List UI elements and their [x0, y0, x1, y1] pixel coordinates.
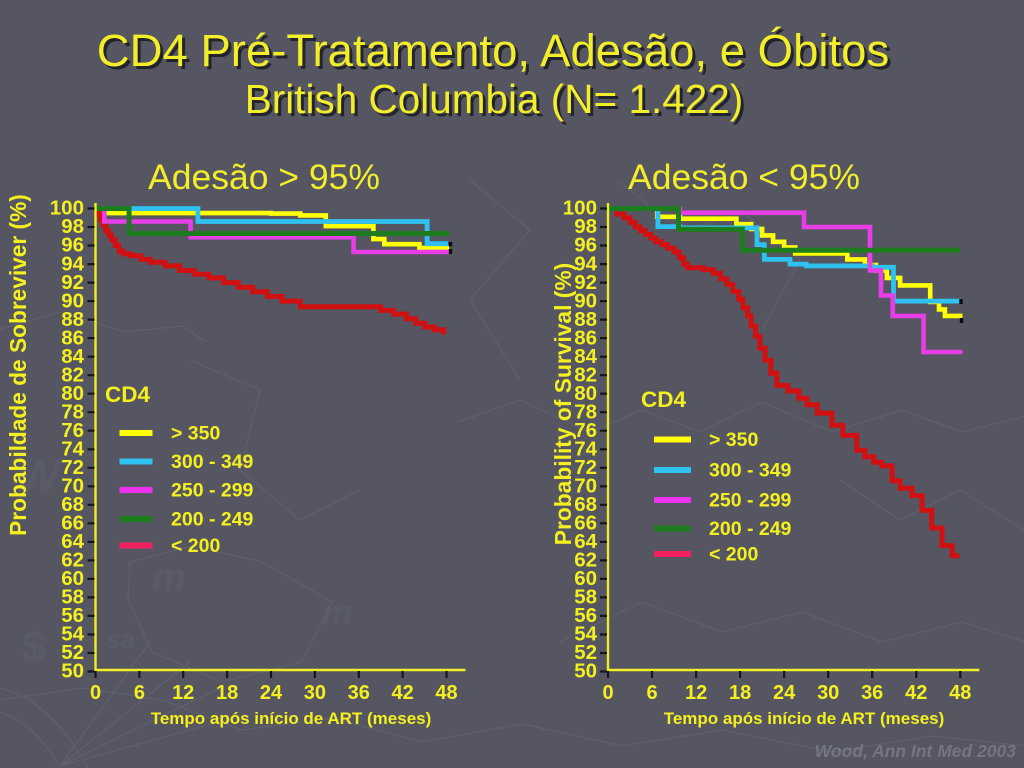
svg-text:0: 0 [90, 682, 101, 704]
svg-text:60: 60 [574, 567, 597, 590]
svg-text:50: 50 [61, 660, 84, 683]
svg-text:82: 82 [61, 363, 84, 386]
svg-text:200 - 249: 200 - 249 [709, 518, 792, 540]
svg-text:90: 90 [61, 289, 84, 312]
svg-text:52: 52 [61, 641, 84, 664]
svg-text:90: 90 [574, 289, 597, 312]
svg-text:Wood, Ann Int Med 2003: Wood, Ann Int Med 2003 [815, 741, 1017, 761]
svg-text:m: m [322, 594, 352, 632]
svg-text:$: $ [22, 623, 46, 672]
svg-text:52: 52 [574, 641, 597, 664]
svg-text:British Columbia (N= 1.422): British Columbia (N= 1.422) [248, 79, 747, 125]
svg-text:CD4 Pré-Tratamento, Adesão, e: CD4 Pré-Tratamento, Adesão, e Óbitos [100, 28, 892, 79]
svg-text:36: 36 [861, 682, 883, 704]
svg-text:76: 76 [574, 419, 597, 442]
svg-text:98: 98 [61, 215, 84, 238]
svg-text:24: 24 [260, 682, 283, 704]
svg-text:58: 58 [574, 586, 597, 609]
svg-text:CD4: CD4 [641, 387, 686, 412]
svg-text:30: 30 [304, 682, 326, 704]
svg-text:50: 50 [574, 660, 597, 683]
svg-text:64: 64 [574, 530, 597, 553]
svg-text:< 200: < 200 [171, 535, 220, 557]
svg-text:86: 86 [574, 326, 597, 349]
svg-text:12: 12 [172, 682, 194, 704]
svg-text:66: 66 [574, 512, 597, 535]
svg-text:18: 18 [729, 682, 751, 704]
svg-text:94: 94 [574, 252, 597, 275]
svg-text:82: 82 [574, 363, 597, 386]
svg-text:6: 6 [646, 682, 657, 704]
svg-text:72: 72 [61, 456, 84, 479]
svg-text:British Columbia (N= 1.422): British Columbia (N= 1.422) [245, 76, 744, 122]
svg-text:12: 12 [685, 682, 707, 704]
svg-text:80: 80 [574, 382, 597, 405]
svg-text:80: 80 [61, 382, 84, 405]
svg-text:86: 86 [61, 326, 84, 349]
svg-text:100: 100 [563, 197, 597, 220]
svg-text:70: 70 [574, 475, 597, 498]
svg-text:98: 98 [574, 215, 597, 238]
svg-text:< 200: < 200 [709, 544, 758, 566]
svg-text:Adesão > 95%: Adesão > 95% [148, 157, 380, 197]
svg-text:62: 62 [574, 549, 597, 572]
svg-text:sa: sa [106, 624, 135, 654]
svg-text:18: 18 [216, 682, 238, 704]
svg-text:Probabildade de Sobreviver (%): Probabildade de Sobreviver (%) [5, 194, 31, 536]
svg-text:250 - 299: 250 - 299 [171, 480, 254, 502]
svg-text:Probability of Survival (%): Probability of Survival (%) [550, 263, 576, 545]
svg-text:96: 96 [61, 234, 84, 257]
svg-text:42: 42 [391, 682, 413, 704]
svg-text:Tempo após início de ART (mese: Tempo após início de ART (meses) [151, 709, 432, 728]
svg-text:74: 74 [574, 438, 597, 461]
svg-text:92: 92 [574, 271, 597, 294]
svg-text:96: 96 [574, 234, 597, 257]
svg-text:64: 64 [61, 530, 84, 553]
svg-text:48: 48 [435, 682, 457, 704]
svg-text:94: 94 [61, 252, 84, 275]
svg-text:92: 92 [61, 271, 84, 294]
svg-text:48: 48 [949, 682, 971, 704]
svg-text:72: 72 [574, 456, 597, 479]
svg-text:42: 42 [905, 682, 927, 704]
svg-text:56: 56 [574, 604, 597, 627]
svg-text:78: 78 [574, 400, 597, 423]
svg-text:200 - 249: 200 - 249 [171, 509, 254, 531]
svg-text:Adesão < 95%: Adesão < 95% [628, 157, 860, 197]
svg-text:0: 0 [602, 682, 613, 704]
svg-text:68: 68 [574, 493, 597, 516]
svg-text:84: 84 [574, 345, 597, 368]
svg-text:66: 66 [61, 512, 84, 535]
svg-text:84: 84 [61, 345, 84, 368]
svg-text:58: 58 [61, 586, 84, 609]
svg-text:54: 54 [61, 623, 84, 646]
svg-text:36: 36 [348, 682, 370, 704]
svg-text:24: 24 [773, 682, 796, 704]
svg-text:74: 74 [61, 438, 84, 461]
svg-text:54: 54 [574, 623, 597, 646]
svg-text:88: 88 [574, 308, 597, 331]
svg-text:CD4 Pré-Tratamento, Adesão, e: CD4 Pré-Tratamento, Adesão, e Óbitos [97, 25, 889, 76]
svg-text:6: 6 [134, 682, 145, 704]
svg-text:76: 76 [61, 419, 84, 442]
svg-text:300 - 349: 300 - 349 [171, 451, 254, 473]
svg-text:> 350: > 350 [709, 429, 758, 451]
svg-text:88: 88 [61, 308, 84, 331]
svg-text:CD4: CD4 [105, 382, 150, 407]
svg-text:250 - 299: 250 - 299 [709, 490, 792, 512]
svg-text:W: W [16, 450, 63, 502]
svg-text:68: 68 [61, 493, 84, 516]
svg-text:300 - 349: 300 - 349 [709, 460, 792, 482]
svg-text:62: 62 [61, 549, 84, 572]
svg-text:100: 100 [50, 197, 84, 220]
svg-text:78: 78 [61, 400, 84, 423]
svg-text:Tempo após início de ART (mese: Tempo após início de ART (meses) [664, 709, 945, 728]
svg-text:70: 70 [61, 475, 84, 498]
svg-text:m: m [152, 557, 186, 599]
svg-text:> 350: > 350 [171, 423, 220, 445]
svg-text:30: 30 [817, 682, 839, 704]
svg-text:60: 60 [61, 567, 84, 590]
svg-text:56: 56 [61, 604, 84, 627]
